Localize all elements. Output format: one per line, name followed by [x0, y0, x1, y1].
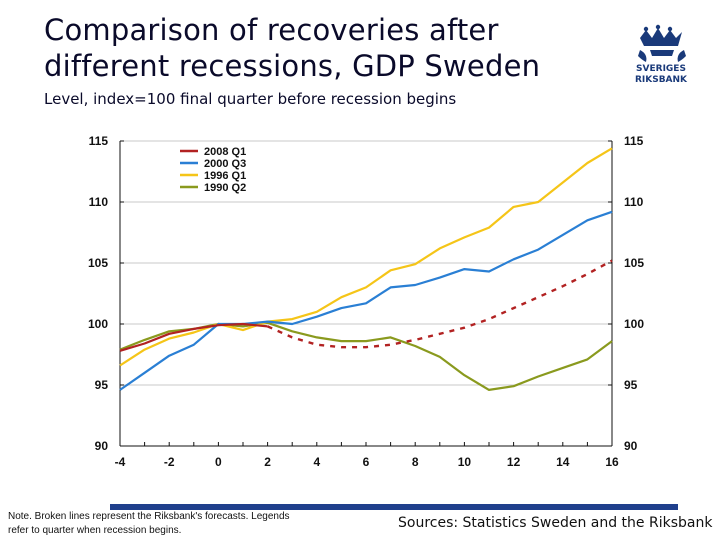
y-tick-label-right-95: 95 — [624, 378, 638, 392]
x-tick-label-8: 8 — [412, 455, 419, 469]
y-tick-label-left-115: 115 — [89, 134, 109, 148]
y-tick-label-left-90: 90 — [95, 439, 109, 453]
legend-label-1996-q1: 1996 Q1 — [204, 170, 246, 182]
y-tick-label-right-100: 100 — [624, 317, 644, 331]
riksbank-crown-logo-icon — [638, 24, 686, 62]
footnote: Note. Broken lines represent the Riksban… — [8, 511, 290, 536]
legend-label-2008-q1: 2008 Q1 — [204, 146, 246, 158]
y-tick-label-right-90: 90 — [624, 439, 638, 453]
series-forecast-line-2008-q1 — [267, 259, 613, 349]
sources-text: Sources: Statistics Sweden and the Riksb… — [398, 515, 713, 531]
x-tick-label-16: 16 — [605, 455, 619, 469]
x-tick-label-12: 12 — [507, 455, 521, 469]
series-line-2008-q1 — [119, 322, 268, 352]
x-tick-label-2: 2 — [264, 455, 271, 469]
x-tick-label-14: 14 — [556, 455, 570, 469]
logo-line-2: RIKSBANK — [634, 75, 688, 85]
footer-bar — [110, 504, 678, 510]
x-tick-label-10: 10 — [458, 455, 472, 469]
series-line-2000-q3 — [119, 210, 613, 391]
chart-subtitle: Level, index=100 final quarter before re… — [44, 90, 457, 108]
x-tick-label--2: -2 — [164, 455, 175, 469]
riksbank-logo-text: SVERIGES RIKSBANK — [626, 64, 696, 86]
x-tick-label-4: 4 — [313, 455, 320, 469]
y-tick-label-right-110: 110 — [624, 195, 644, 209]
series-line-1996-q1 — [119, 147, 613, 367]
y-tick-label-left-100: 100 — [88, 317, 108, 331]
x-tick-label-6: 6 — [363, 455, 370, 469]
legend-label-2000-q3: 2000 Q3 — [204, 158, 246, 170]
y-tick-label-left-95: 95 — [95, 378, 109, 392]
y-tick-label-right-115: 115 — [624, 134, 644, 148]
logo-line-1: SVERIGES — [636, 64, 686, 74]
x-tick-label-0: 0 — [215, 455, 222, 469]
legend-label-1990-q2: 1990 Q2 — [204, 182, 246, 194]
chart-title: Comparison of recoveries after different… — [44, 13, 541, 83]
y-tick-label-left-110: 110 — [89, 195, 109, 209]
y-tick-label-right-105: 105 — [624, 256, 644, 270]
y-tick-label-left-105: 105 — [88, 256, 108, 270]
x-tick-label--4: -4 — [115, 455, 126, 469]
